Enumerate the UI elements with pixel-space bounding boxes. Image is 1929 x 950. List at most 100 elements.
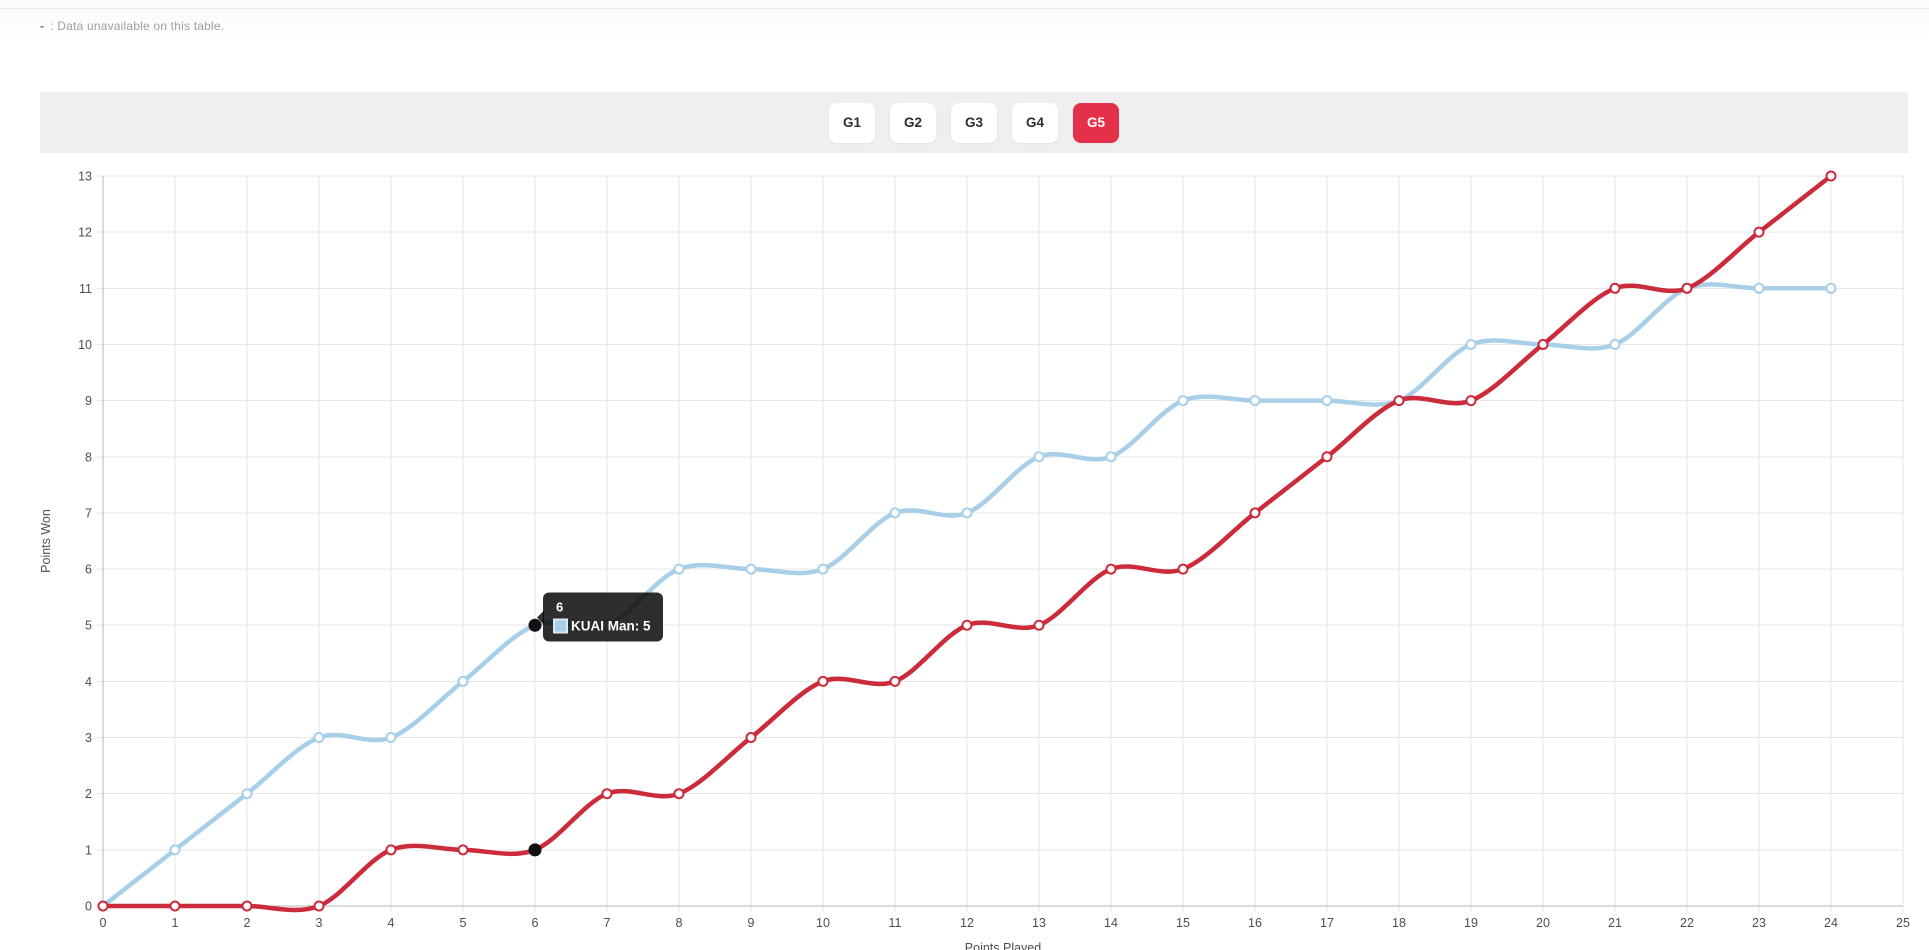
svg-text:9: 9: [85, 394, 92, 408]
svg-text:14: 14: [1104, 916, 1118, 930]
data-point-kuai-man-10: [817, 563, 829, 575]
data-point-opponent-red-20: [1537, 338, 1549, 350]
data-point-opponent-red-16: [1249, 507, 1261, 519]
svg-text:2: 2: [244, 916, 251, 930]
top-fade: [0, 0, 1929, 8]
series-line-opponent-red[interactable]: [97, 170, 1837, 913]
data-point-opponent-red-18: [1393, 395, 1405, 407]
tooltip-series-label: KUAI Man: 5: [571, 618, 651, 634]
svg-text:21: 21: [1608, 916, 1622, 930]
data-point-opponent-red-19: [1465, 395, 1477, 407]
data-point-opponent-red-8: [673, 788, 685, 800]
svg-text:5: 5: [460, 916, 467, 930]
svg-text:16: 16: [1248, 916, 1262, 930]
data-point-kuai-man-12: [961, 507, 973, 519]
game-tab-g4[interactable]: G4: [1012, 102, 1058, 143]
x-axis-ticks: 0 1 2 3 4 5 6 7 8 9 10 11 12 13 14 15 16 17 18 19 20 21 22 23 24…: [100, 916, 1910, 930]
svg-text:4: 4: [85, 675, 92, 689]
chart-tooltip: 6 KUAI Man: 5: [543, 592, 663, 642]
svg-text:18: 18: [1392, 916, 1406, 930]
tooltip-row: KUAI Man: 5: [553, 618, 651, 634]
svg-text:7: 7: [85, 506, 92, 520]
svg-text:8: 8: [85, 450, 92, 464]
svg-text:12: 12: [78, 226, 92, 240]
data-point-opponent-red-7: [601, 788, 613, 800]
data-point-opponent-red-24: [1825, 170, 1837, 182]
data-point-opponent-red-11: [889, 675, 901, 687]
data-point-kuai-man-9: [745, 563, 757, 575]
svg-text:17: 17: [1320, 916, 1334, 930]
svg-text:3: 3: [85, 731, 92, 745]
data-point-opponent-red-9: [745, 732, 757, 744]
data-point-opponent-red-5: [457, 844, 469, 856]
svg-text:15: 15: [1176, 916, 1190, 930]
game-selector-toolbar: G1 G2 G3 G4 G5: [40, 92, 1908, 153]
data-point-kuai-man-4: [385, 732, 397, 744]
data-point-opponent-red-21: [1609, 282, 1621, 294]
svg-text:6: 6: [85, 563, 92, 577]
data-point-kuai-man-13: [1033, 451, 1045, 463]
data-point-kuai-man-19: [1465, 338, 1477, 350]
data-point-opponent-red-3: [313, 900, 325, 912]
svg-text:3: 3: [316, 916, 323, 930]
svg-text:23: 23: [1752, 916, 1766, 930]
svg-text:10: 10: [78, 338, 92, 352]
x-axis-title: Points Played: [964, 941, 1042, 950]
svg-text:12: 12: [960, 916, 974, 930]
game-tab-g5[interactable]: G5: [1073, 102, 1119, 143]
svg-text:9: 9: [748, 916, 755, 930]
data-point-opponent-red-12: [961, 619, 973, 631]
game-tab-g2[interactable]: G2: [890, 102, 936, 143]
data-point-opponent-red-4: [385, 844, 397, 856]
data-point-opponent-red-15: [1177, 563, 1189, 575]
tooltip-title: 6: [556, 599, 564, 615]
svg-text:1: 1: [172, 916, 179, 930]
svg-text:22: 22: [1680, 916, 1694, 930]
top-shadow-fade: [0, 9, 1929, 37]
svg-text:11: 11: [889, 916, 902, 930]
data-point-kuai-man-11: [889, 507, 901, 519]
svg-text:8: 8: [676, 916, 683, 930]
svg-text:4: 4: [388, 916, 395, 930]
data-point-opponent-red-2: [241, 900, 253, 912]
data-point-kuai-man-16: [1249, 395, 1261, 407]
svg-text:5: 5: [85, 619, 92, 633]
note-text: : Data unavailable on this table.: [50, 19, 225, 33]
data-point-kuai-man-3: [313, 732, 325, 744]
game-tab-g3[interactable]: G3: [951, 102, 997, 143]
data-point-opponent-red-22: [1681, 282, 1693, 294]
data-point-opponent-red-23: [1753, 226, 1765, 238]
svg-text:6: 6: [532, 916, 539, 930]
svg-text:2: 2: [85, 787, 92, 801]
data-point-kuai-man-15: [1177, 395, 1189, 407]
data-point-kuai-man-5: [457, 675, 469, 687]
hover-dot-opponent-red: [528, 843, 542, 857]
svg-text:25: 25: [1896, 916, 1910, 930]
data-point-kuai-man-8: [673, 563, 685, 575]
svg-text:11: 11: [79, 282, 92, 296]
svg-text:24: 24: [1824, 916, 1838, 930]
game-tab-g1[interactable]: G1: [829, 102, 875, 143]
data-point-kuai-man-1: [169, 844, 181, 856]
svg-text:1: 1: [85, 843, 92, 857]
svg-text:19: 19: [1464, 916, 1478, 930]
svg-text:10: 10: [816, 916, 830, 930]
data-point-kuai-man-14: [1105, 451, 1117, 463]
top-divider: [0, 8, 1929, 9]
data-point-kuai-man-21: [1609, 338, 1621, 350]
data-point-kuai-man-23: [1753, 282, 1765, 294]
note-dash: -: [40, 19, 45, 33]
tooltip-series-swatch: [553, 618, 568, 634]
data-point-kuai-man-2: [241, 788, 253, 800]
data-point-opponent-red-1: [169, 900, 181, 912]
svg-text:0: 0: [85, 900, 92, 914]
data-point-opponent-red-10: [817, 675, 829, 687]
svg-text:13: 13: [1032, 916, 1046, 930]
data-point-kuai-man-24: [1825, 282, 1837, 294]
data-point-opponent-red-13: [1033, 619, 1045, 631]
svg-text:13: 13: [78, 170, 92, 184]
